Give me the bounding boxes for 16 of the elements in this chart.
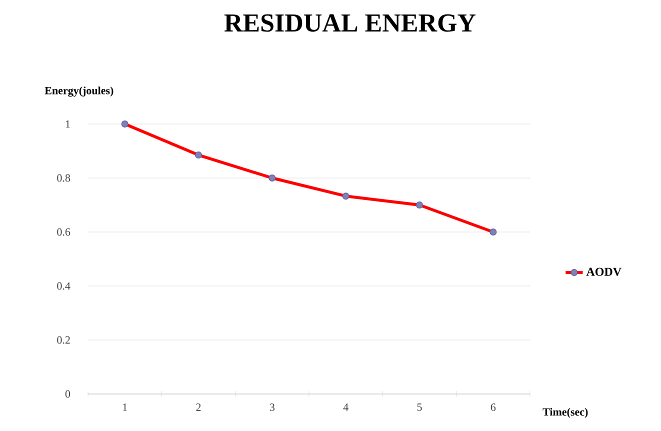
y-axis-title: Energy(joules)	[44, 86, 114, 97]
chart-title: RESIDUAL ENERGY	[224, 14, 476, 32]
y-tick-label: 0.6	[57, 228, 70, 236]
legend-label: AODV	[586, 268, 622, 276]
x-axis-title: Time(sec)	[542, 408, 588, 418]
x-tick-label: 1	[123, 404, 127, 411]
x-tick-label: 2	[196, 404, 201, 411]
x-tick-label: 3	[270, 404, 274, 411]
y-tick-label: 0.4	[57, 282, 70, 290]
y-tick-label: 0.8	[57, 174, 70, 182]
y-tick-label: 0	[65, 390, 70, 398]
x-tick-label: 6	[490, 404, 496, 411]
x-tick-label: 5	[417, 404, 422, 411]
x-tick-label: 4	[343, 404, 348, 411]
y-tick-label: 1	[66, 120, 70, 128]
y-tick-label: 0.2	[57, 336, 70, 344]
